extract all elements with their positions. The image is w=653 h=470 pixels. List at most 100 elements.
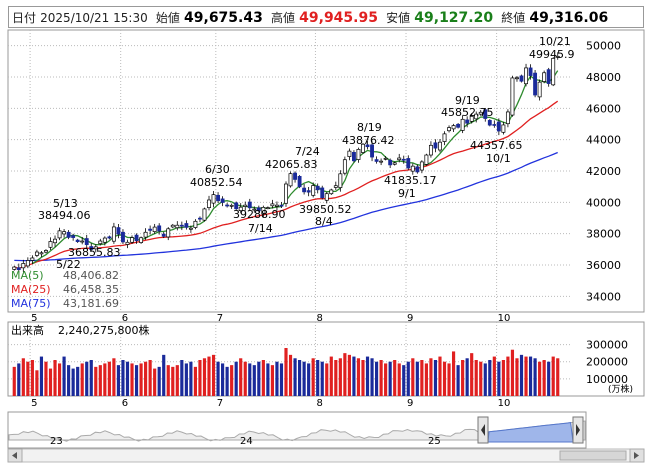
volume-bar	[329, 356, 333, 396]
volume-unit: (万株)	[608, 383, 633, 395]
range-navigator[interactable]: 23 24 25	[7, 411, 587, 449]
volume-bar	[325, 363, 329, 396]
volume-bar	[207, 356, 211, 396]
volume-bar	[515, 358, 519, 396]
volume-bar	[180, 360, 184, 396]
volume-bar	[275, 361, 279, 396]
navigator-year-tick: 24	[240, 436, 253, 447]
candle-body	[370, 144, 374, 158]
volume-bar	[510, 349, 515, 396]
navigator-scrollbar[interactable]	[7, 448, 645, 463]
candle-body	[401, 158, 406, 161]
volume-bar	[44, 361, 48, 396]
volume-bar	[551, 356, 555, 396]
volume-bar	[153, 368, 157, 396]
navigator-left-handle[interactable]	[477, 416, 489, 444]
price-panel[interactable]: 50000 48000 46000 44000 42000 40000 38000 36000…	[7, 29, 645, 313]
volume-bar	[67, 365, 71, 396]
volume-bar	[89, 360, 93, 396]
candle-body	[202, 208, 207, 221]
volume-bar	[352, 356, 356, 396]
volume-panel[interactable]: 出来高 2,240,275,800株 300000 200000 100000 (万…	[7, 321, 645, 397]
navigator-selected-range[interactable]	[487, 422, 574, 443]
annotation-value: 44357.65	[470, 139, 523, 152]
volume-bars	[12, 348, 560, 396]
volume-bar	[270, 365, 274, 396]
candle-body	[501, 124, 506, 133]
candle-body	[311, 185, 316, 196]
candle-body	[265, 207, 270, 210]
month-tick-label: 9	[407, 313, 413, 324]
volume-bar	[121, 360, 125, 396]
close-label: 終値	[501, 11, 526, 25]
candle-body	[243, 204, 248, 207]
candle-body	[428, 144, 433, 156]
candle-body	[80, 240, 85, 243]
candle-body	[487, 120, 492, 126]
candle-body	[111, 226, 116, 242]
candle-body	[492, 124, 497, 126]
volume-bar	[433, 360, 438, 396]
candle-body	[107, 236, 112, 239]
volume-bar	[230, 365, 234, 396]
price-y-axis: 50000 48000 46000 44000 42000 40000 38000 36000…	[586, 40, 621, 304]
candle-body	[496, 121, 501, 132]
candle-body	[433, 142, 438, 149]
volume-bar	[311, 358, 315, 396]
candle-body	[48, 241, 53, 248]
candle-body	[365, 144, 370, 148]
open-value: 49,675.43	[184, 10, 263, 26]
candle-body	[270, 203, 275, 207]
volume-bar	[370, 358, 374, 396]
close-value: 49,316.06	[529, 10, 609, 26]
candle-body	[537, 81, 542, 98]
candle-body	[57, 230, 62, 239]
candle-body	[351, 152, 356, 162]
low-value: 49,127.20	[414, 10, 494, 26]
candle-body	[216, 194, 221, 202]
annotation-value: 39850.52	[299, 203, 352, 216]
volume-bar	[53, 360, 57, 396]
candle-body	[361, 143, 365, 153]
volume-bar	[130, 363, 134, 396]
volume-bar	[424, 363, 428, 396]
ma-legend-value: 48,406.82	[63, 269, 119, 282]
price-y-tick-label: 48000	[586, 71, 621, 84]
volume-bar	[26, 361, 30, 396]
scroll-left-arrow[interactable]	[7, 448, 23, 463]
candle-body	[220, 198, 225, 203]
candle-body	[419, 161, 424, 171]
month-tick-label: 10	[498, 398, 511, 409]
candle-body	[247, 201, 252, 209]
volume-bar	[406, 361, 410, 396]
volume-bar	[157, 366, 161, 396]
volume-bar	[107, 361, 111, 396]
volume-bar	[125, 361, 130, 396]
volume-bar	[198, 360, 202, 396]
candle-body	[238, 206, 243, 211]
volume-bar	[112, 358, 116, 396]
price-y-tick-label: 50000	[586, 40, 621, 53]
annotation-date: 8/19	[357, 121, 382, 134]
candle-body	[184, 223, 189, 228]
scroll-right-arrow[interactable]	[629, 448, 645, 463]
candle-body	[161, 233, 166, 237]
candle-body	[93, 246, 98, 250]
candle-body	[460, 118, 465, 131]
navigator-right-handle[interactable]	[572, 416, 584, 444]
volume-bar	[35, 370, 39, 396]
candle-body	[374, 159, 379, 162]
candle-body	[424, 154, 429, 165]
volume-bar	[134, 365, 139, 396]
candle-body	[474, 113, 479, 120]
volume-bar	[48, 368, 53, 396]
candle-body	[392, 162, 397, 165]
annotation-date: 5/13	[53, 197, 78, 210]
ma25-line	[14, 100, 559, 270]
scroll-thumb[interactable]	[559, 450, 627, 461]
month-tick-label: 7	[217, 313, 223, 324]
volume-bar	[252, 365, 256, 396]
volume-bar	[538, 361, 542, 396]
volume-bar	[397, 363, 401, 396]
